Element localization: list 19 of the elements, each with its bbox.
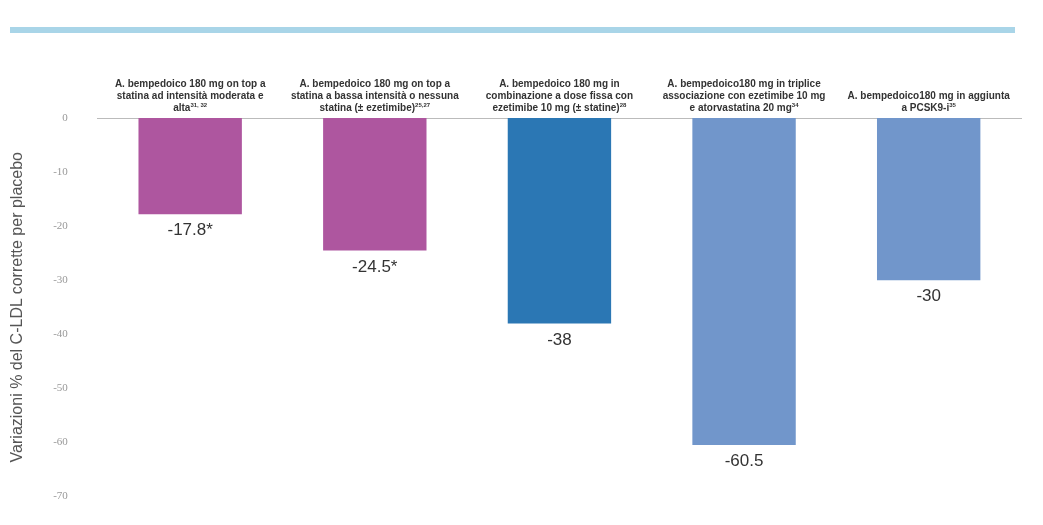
y-tick-label: -50 [53,381,69,394]
data-label: -24.5* [352,256,398,276]
x-tick-label: A. bempedoico 180 mg on top a statina a bassa intensità o nessuna statina (± ezetimibe)$^{25,27}$ [289,78,460,114]
x-tick-label: A. bempedoico180 mg in triplice associazione con ezetimibe 10 mg e atorvastatina 20 mg$^{34}$ [661,78,827,114]
y-tick-label: -70 [53,489,69,502]
y-tick-label: -10 [53,164,69,177]
data-label: -30 [916,286,941,306]
y-tick-label: -40 [53,327,69,340]
data-label: -38 [547,329,572,349]
y-tick-label: -60 [53,435,69,448]
y-tick-label: 0 [62,110,69,123]
y-tick-label: -20 [53,219,69,231]
x-tick-label: A. bempedoico180 mg in aggiunta a PCSK9-i$^{35}$ [846,90,1011,114]
x-tick-label: A. bempedoico 180 mg on top a statina ad intensità moderata e alta$^{31, 32}$ [113,78,267,114]
y-axis-title: Variazioni % del C-LDL corrette per placebo [8,151,26,463]
x-tick-label: A. bempedoico 180 mg in combinazione a dose fissa con ezetimibe 10 mg (± statine)$^{28}$ [484,78,635,114]
data-label: -17.8* [167,220,214,240]
data-label: -60.5 [724,451,764,471]
y-tick-label: -30 [53,273,69,286]
